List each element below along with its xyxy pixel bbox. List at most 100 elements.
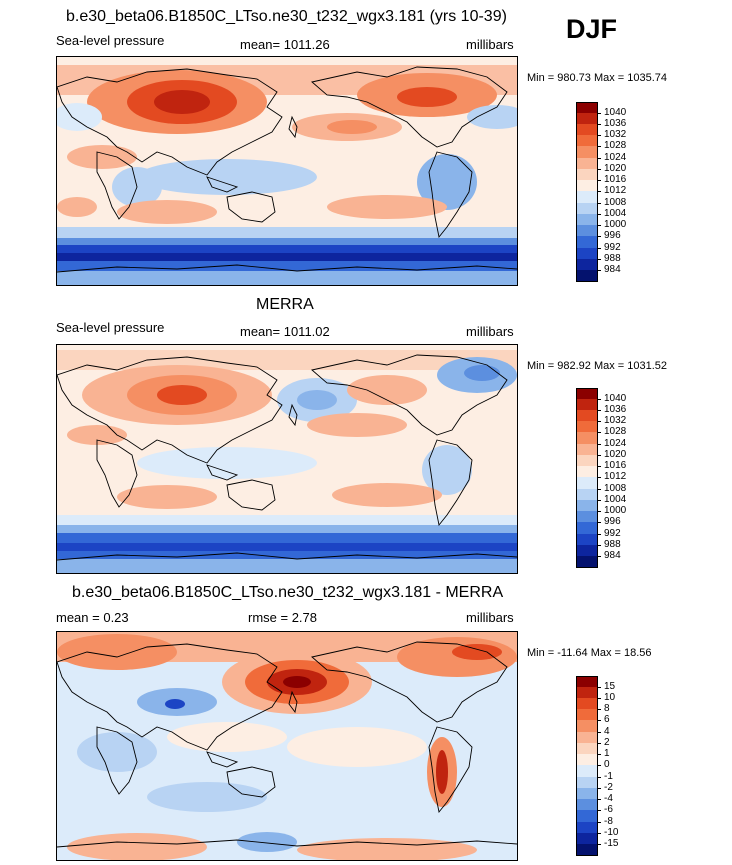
panel1-map-svg	[57, 57, 517, 285]
southern-band-4	[57, 253, 517, 261]
southern-band-5	[57, 261, 517, 271]
colorbar-label: 1004	[604, 208, 627, 219]
icelandic-low-core	[464, 365, 500, 381]
coastlines	[57, 641, 517, 848]
panel2-mean-label: mean= 1011.02	[240, 324, 330, 339]
pacific-neutral	[287, 727, 427, 767]
panel2-variable-label: Sea-level pressure	[56, 320, 165, 335]
colorbar-label: 996	[604, 230, 621, 241]
southern-band-1	[57, 227, 517, 241]
colorbar-label: 1032	[604, 129, 627, 140]
aleutian-low-core	[297, 390, 337, 410]
panel3-title: b.e30_beta06.B1850C_LTso.ne30_t232_wgx3.…	[72, 584, 504, 601]
panel3-units-label: millibars	[466, 610, 514, 625]
atlantic-low-west	[57, 103, 102, 131]
colorbar-label: 1000	[604, 505, 627, 516]
coastlines	[57, 66, 517, 273]
equatorial-low-asia	[137, 159, 317, 195]
colorbar-label: 996	[604, 516, 621, 527]
atlantic-high	[67, 145, 137, 169]
siberian-high-core	[154, 90, 210, 114]
north-america-high-core	[397, 87, 457, 107]
panel3-mean-label: mean = 0.23	[56, 610, 129, 625]
africa-negative	[77, 732, 157, 772]
panel2-colorbar: 1040 1036 1032 1028 1024 1020 1016 1012 …	[576, 388, 626, 568]
panel1-mean-label: mean= 1011.26	[240, 37, 330, 52]
colorbar-label: 1	[604, 748, 610, 759]
panel3-map-svg	[57, 632, 517, 860]
north-america-high	[347, 375, 427, 405]
southern-neutral-band	[57, 812, 517, 832]
panel2-units-label: millibars	[466, 324, 514, 339]
panel1-colorbar: 1040 1036 1032 1028 1024 1020 1016 1012 …	[576, 102, 626, 282]
colorbar-frame	[576, 388, 598, 568]
antarctic-positive-west	[67, 833, 207, 860]
panel1-variable-label: Sea-level pressure	[56, 33, 165, 48]
south-pacific-high	[332, 483, 442, 507]
andes-positive-core	[436, 750, 448, 794]
colorbar-label: -1	[604, 771, 613, 782]
panel3-map	[56, 631, 518, 861]
colorbar-label: 6	[604, 714, 610, 725]
colorbar-label: 1028	[604, 140, 627, 151]
colorbar-label: -15	[604, 838, 619, 849]
south-america-low	[422, 445, 472, 495]
colorbar-label: 8	[604, 703, 610, 714]
colorbar-label: -8	[604, 816, 613, 827]
colorbar-label: 1020	[604, 163, 627, 174]
south-atlantic-high	[57, 197, 97, 217]
colorbar-label: 984	[604, 550, 621, 561]
colorbar-label: 988	[604, 539, 621, 550]
colorbar-label: 1040	[604, 107, 627, 118]
indian-ocean-high	[117, 200, 217, 224]
south-pacific-high	[327, 195, 447, 219]
siberian-high-core	[157, 385, 207, 405]
colorbar-label: 984	[604, 264, 621, 275]
coastlines	[57, 354, 517, 561]
colorbar-label: -2	[604, 782, 613, 793]
colorbar-label: 1008	[604, 197, 627, 208]
southern-band-2	[57, 238, 517, 248]
colorbar-frame	[576, 102, 598, 282]
colorbar-label: 0	[604, 759, 610, 770]
colorbar-label: 1040	[604, 393, 627, 404]
colorbar-label: 1036	[604, 404, 627, 415]
panel1-title: b.e30_beta06.B1850C_LTso.ne30_t232_wgx3.…	[66, 8, 507, 25]
south-america-low	[417, 154, 477, 210]
antarctic-negative	[237, 832, 297, 852]
southern-band-3	[57, 533, 517, 545]
colorbar-label: -6	[604, 804, 613, 815]
indian-ocean-neutral	[167, 722, 287, 752]
atlantic-low-east	[467, 105, 517, 129]
colorbar-label: 1008	[604, 483, 627, 494]
south-indian-negative	[147, 782, 267, 812]
colorbar-label: 1016	[604, 174, 627, 185]
colorbar-label: 2	[604, 737, 610, 748]
indian-ocean-high	[117, 485, 217, 509]
panel1-minmax: Min = 980.73 Max = 1035.74	[527, 72, 668, 84]
panel3-rmse-label: rmse = 2.78	[248, 610, 318, 625]
panel2-title: MERRA	[256, 296, 314, 313]
north-pacific-positive-core	[283, 676, 311, 688]
southern-band-6	[57, 559, 517, 573]
colorbar-label: 1016	[604, 460, 627, 471]
colorbar-label: -4	[604, 793, 613, 804]
colorbar-label: 1012	[604, 471, 627, 482]
pacific-high-core	[327, 120, 377, 134]
southern-band-5	[57, 551, 517, 561]
southern-band-2	[57, 525, 517, 535]
southern-band-4	[57, 543, 517, 553]
colorbar-label: 10	[604, 692, 616, 703]
colorbar-label: 992	[604, 528, 621, 539]
north-pressure-band	[57, 350, 517, 370]
panel3-minmax: Min = -11.64 Max = 18.56	[527, 647, 652, 659]
colorbar-label: 1004	[604, 494, 627, 505]
colorbar-label: 4	[604, 726, 610, 737]
panel2-map-svg	[57, 345, 517, 573]
colorbar-label: 1000	[604, 219, 627, 230]
colorbar-label: 1020	[604, 449, 627, 460]
colorbar-label: 1032	[604, 415, 627, 426]
colorbar-label: 1024	[604, 438, 627, 449]
colorbar-label: 1028	[604, 426, 627, 437]
